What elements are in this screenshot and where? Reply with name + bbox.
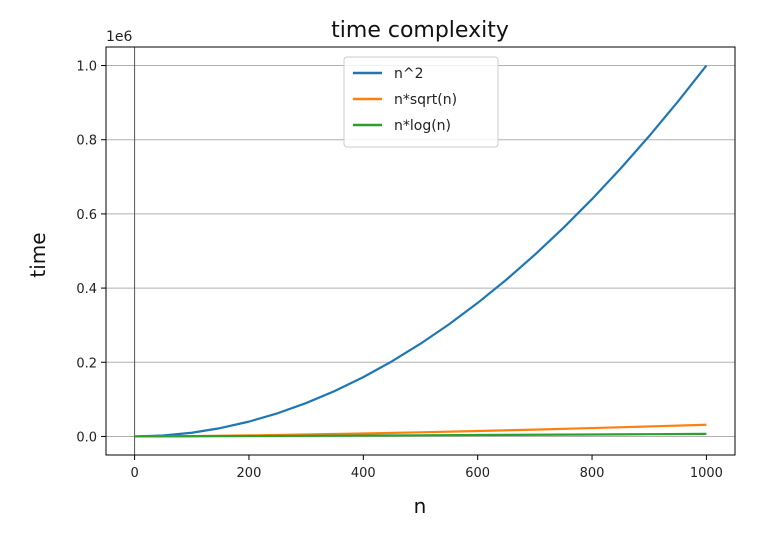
y-tick-label-2: 0.4: [76, 282, 97, 297]
chart-title: time complexity: [331, 18, 509, 43]
legend-label-1: n*sqrt(n): [394, 92, 457, 108]
x-tick-label-4: 800: [580, 466, 605, 481]
x-axis-label: n: [414, 494, 427, 518]
y-axis-offset-label: 1e6: [106, 29, 133, 45]
y-tick-label-1: 0.2: [76, 356, 97, 371]
x-tick-label-5: 1000: [690, 466, 723, 481]
legend: n^2 n*sqrt(n) n*log(n): [343, 56, 499, 148]
y-tick-label-0: 0.0: [76, 430, 97, 445]
axes-frame: [105, 46, 736, 456]
x-tick-label-1: 200: [237, 466, 262, 481]
legend-label-2: n*log(n): [394, 118, 451, 134]
x-tick-label-3: 600: [465, 466, 490, 481]
y-axis-label: time: [26, 232, 50, 277]
y-tick-label-4: 0.8: [76, 134, 97, 149]
y-tick-label-3: 0.6: [76, 208, 97, 223]
y-tick-label-5: 1.0: [76, 60, 97, 75]
series-line-0: [135, 64, 708, 438]
x-tick-label-0: 0: [130, 466, 138, 481]
series-line-2: [135, 432, 707, 438]
legend-label-0: n^2: [394, 66, 424, 82]
plot-area: 0 200 400 600 800 1000 0.0 0.2 0.4 0.6 0.8 1.0: [76, 46, 736, 481]
legend-box: [343, 56, 499, 148]
x-tick-label-2: 400: [351, 466, 376, 481]
